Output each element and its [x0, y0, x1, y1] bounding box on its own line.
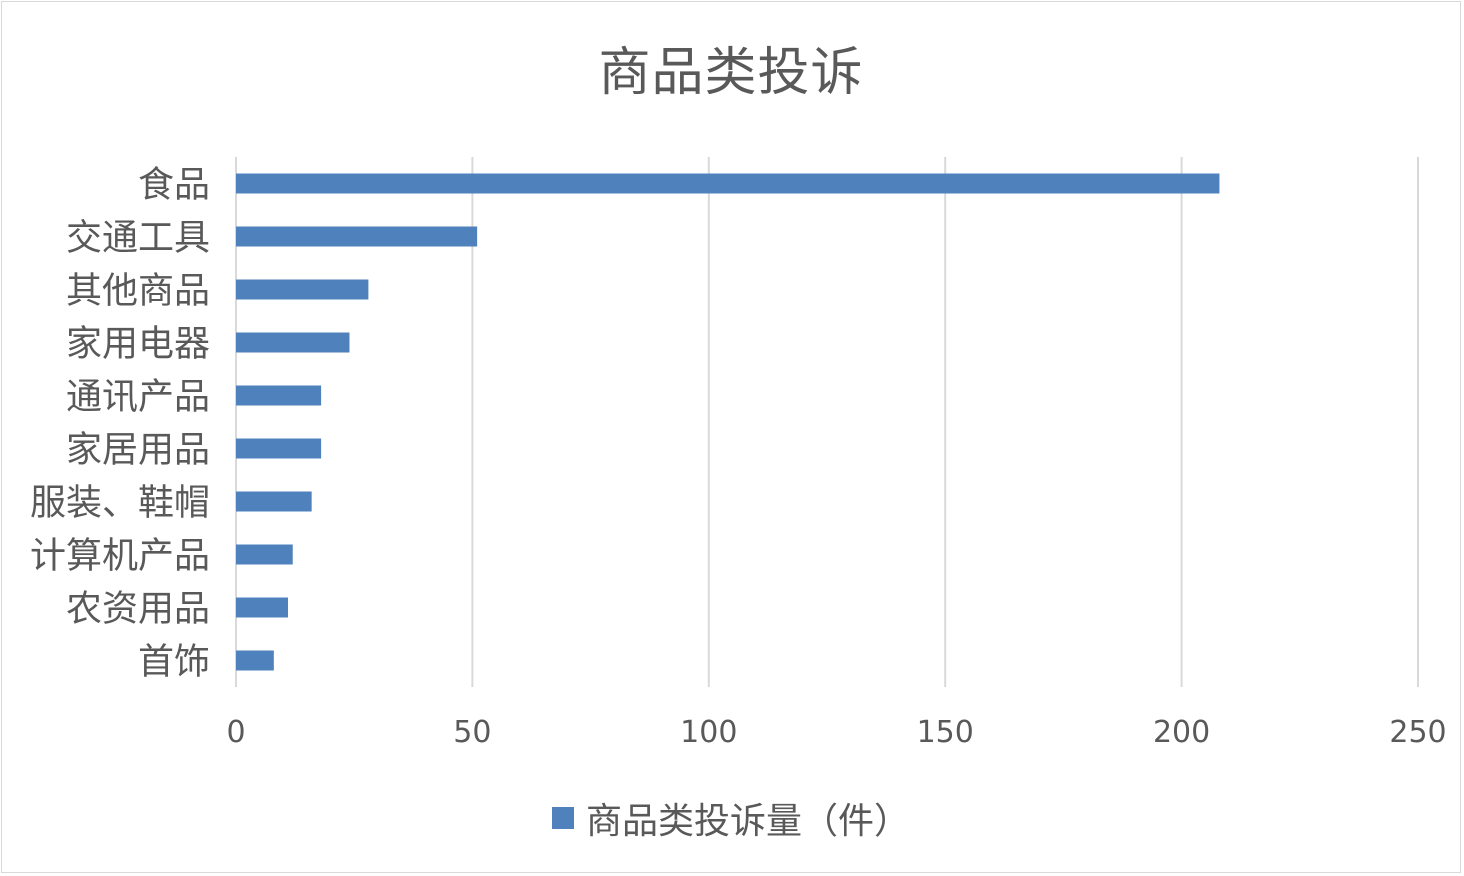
category-label: 食品	[138, 165, 210, 206]
category-label: 交通工具	[66, 218, 210, 259]
category-label: 服装、鞋帽	[30, 483, 210, 524]
bar	[236, 226, 478, 247]
chart-title: 商品类投诉	[598, 43, 864, 103]
x-tick-label: 200	[1153, 715, 1210, 750]
bar	[236, 385, 322, 406]
bar	[236, 173, 1220, 194]
x-tick-label: 100	[680, 715, 737, 750]
legend-label: 商品类投诉量（件）	[585, 801, 910, 842]
bar	[236, 279, 369, 300]
bar	[236, 491, 312, 512]
category-label: 农资用品	[66, 589, 210, 630]
category-label: 其他商品	[66, 271, 210, 312]
category-label: 通讯产品	[66, 377, 210, 418]
bar	[236, 597, 289, 618]
category-label: 家居用品	[66, 430, 210, 471]
legend: 商品类投诉量（件）	[2, 792, 1460, 844]
bar	[236, 544, 293, 565]
legend-swatch	[551, 807, 574, 829]
x-tick-label: 50	[453, 715, 491, 750]
category-label: 首饰	[138, 642, 210, 683]
x-tick-label: 150	[917, 715, 974, 750]
category-label: 计算机产品	[30, 536, 210, 577]
category-label: 家用电器	[66, 324, 210, 365]
x-tick-label: 0	[226, 715, 245, 750]
x-tick-label: 250	[1389, 715, 1446, 750]
bar	[236, 438, 322, 459]
bar	[236, 650, 274, 671]
bar	[236, 332, 350, 353]
